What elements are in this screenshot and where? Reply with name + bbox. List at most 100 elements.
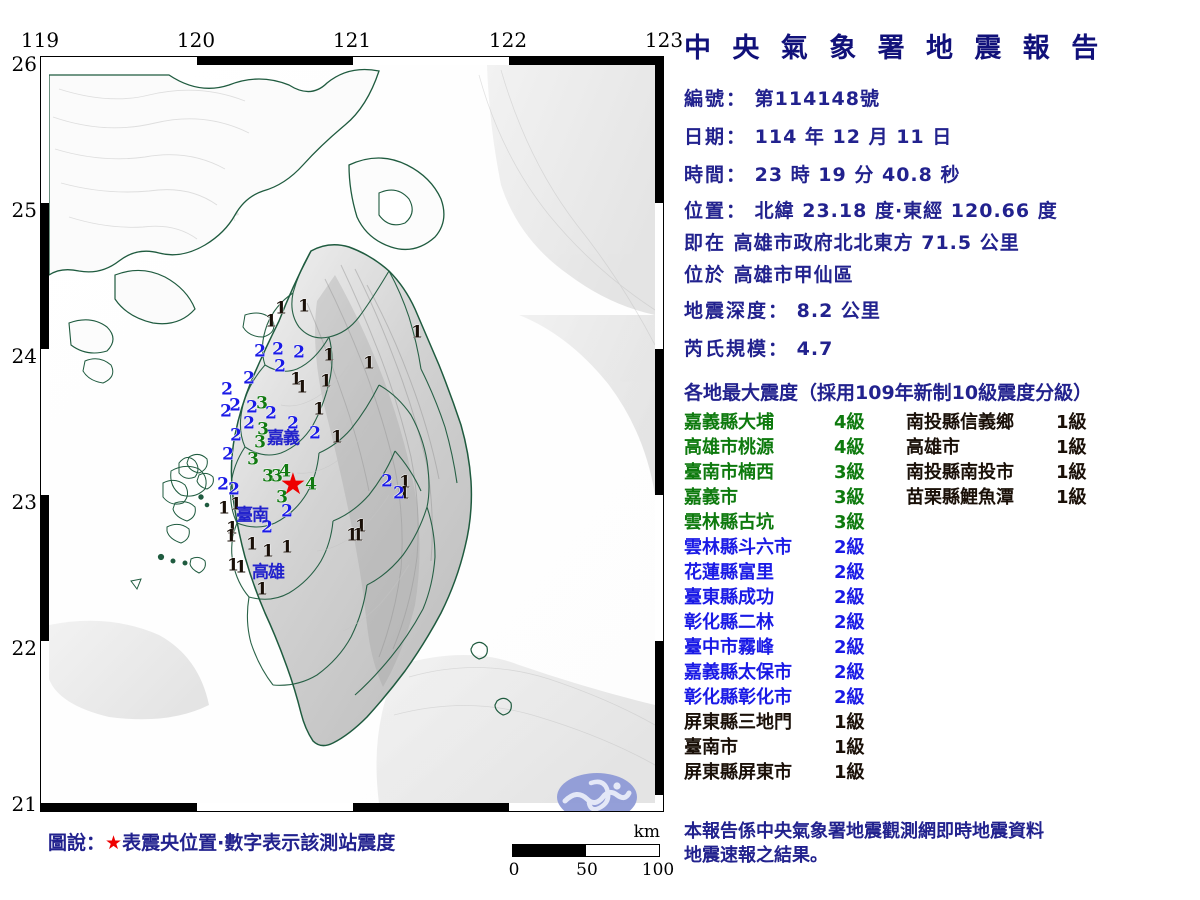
intensity-row: 臺東縣成功 2級 (684, 583, 899, 608)
intensity-place: 臺南市 (684, 737, 738, 758)
caption-text: 表震央位置·數字表示該測站震度 (122, 832, 396, 854)
intensity-column-right: 南投縣信義鄉 1級 高雄市 1級 南投縣南投市 1級 苗栗縣鯉魚潭 1級 (906, 408, 1121, 508)
report-title: 中 央 氣 象 署 地 震 報 告 (684, 33, 1105, 64)
intensity-place: 屏東縣屏東市 (684, 762, 792, 783)
intensity-place: 嘉義縣太保市 (684, 662, 792, 683)
intensity-row: 嘉義縣大埔 4級 (684, 408, 899, 433)
scale-tick: 50 (576, 860, 598, 880)
station-intensity-number: 1 (262, 541, 274, 562)
penghu-islands (130, 453, 214, 591)
station-intensity-number: 1 (352, 525, 364, 546)
intensity-place: 彰化縣彰化市 (684, 687, 792, 708)
station-intensity-number: 1 (226, 518, 238, 539)
latitude-axis: 26 25 24 23 22 21 (0, 52, 40, 816)
intensity-row: 高雄市 1級 (906, 433, 1121, 458)
station-intensity-number: 3 (271, 466, 283, 487)
station-intensity-number: 1 (218, 498, 230, 519)
map-panel: 119 120 121 122 123 26 25 24 23 22 21 (0, 28, 684, 884)
station-intensity-number: 2 (274, 356, 286, 377)
station-intensity-number: 3 (254, 432, 266, 453)
info-value: 4.7 (789, 338, 834, 360)
lon-tick: 123 (644, 28, 684, 52)
frame-tick (655, 57, 663, 203)
station-intensity-number: 1 (235, 557, 247, 578)
station-intensity-number: 1 (246, 534, 258, 555)
info-label: 即在 (684, 232, 727, 254)
scale-tick: 0 (508, 860, 520, 880)
scale-tick: 100 (641, 860, 675, 880)
lon-tick: 122 (488, 28, 528, 52)
info-value: 高雄市甲仙區 (726, 264, 854, 286)
intensity-place: 臺東縣成功 (684, 587, 774, 608)
station-intensity-number: 2 (272, 339, 284, 360)
lat-tick: 21 (11, 792, 37, 816)
scale-segment-filled (513, 845, 586, 856)
station-intensity-number: 1 (411, 322, 423, 343)
station-intensity-number: 1 (230, 494, 242, 515)
station-intensity-number: 2 (243, 413, 255, 434)
intensity-row: 花蓮縣富里 2級 (684, 558, 899, 583)
info-value: 高雄市政府北北東方 71.5 公里 (726, 232, 1020, 254)
report-footer-note: 本報告係中央氣象署地震觀測網即時地震資料 地震速報之結果。 (684, 821, 1044, 867)
intensity-place: 屏東縣三地門 (684, 712, 792, 733)
station-intensity-number: 3 (256, 393, 268, 414)
frame-tick (41, 803, 197, 811)
intensity-place: 苗栗縣鯉魚潭 (906, 487, 1014, 508)
station-intensity-number: 2 (222, 444, 234, 465)
info-value: 北緯 23.18 度·東經 120.66 度 (747, 200, 1058, 222)
intensity-row: 苗栗縣鯉魚潭 1級 (906, 483, 1121, 508)
mainland-coast (49, 68, 445, 384)
station-intensity-number: 1 (290, 369, 302, 390)
lat-tick: 23 (11, 490, 37, 514)
map-geometry (49, 65, 655, 803)
info-label: 地震深度： (684, 300, 790, 322)
county-boundaries (230, 250, 458, 696)
intensity-row: 嘉義市 3級 (684, 483, 899, 508)
frame-tick (197, 57, 353, 65)
caption-star-icon: ★ (105, 832, 123, 854)
station-intensity-number: 1 (265, 311, 277, 332)
intensity-row: 嘉義縣太保市 2級 (684, 658, 899, 683)
station-intensity-number: 2 (217, 474, 229, 495)
intensity-row: 高雄市桃源 4級 (684, 433, 899, 458)
lat-tick: 24 (11, 344, 37, 368)
intensity-level: 1級 (1056, 412, 1087, 433)
info-label: 位於 (684, 264, 727, 286)
map-scale-bar: km 0 50 100 (508, 822, 675, 884)
intensity-level: 2級 (834, 637, 865, 658)
station-intensity-number: 2 (228, 479, 240, 500)
intensity-row: 臺中市霧峰 2級 (684, 633, 899, 658)
info-label: 編號： (684, 88, 748, 110)
intensity-place: 南投縣信義鄉 (906, 412, 1014, 433)
intensity-level: 4級 (834, 437, 865, 458)
station-intensity-number: 2 (281, 501, 293, 522)
station-intensity-number: 2 (220, 401, 232, 422)
info-line-serial: 編號： 第114148號 (684, 84, 880, 111)
station-intensity-number: 2 (287, 413, 299, 434)
taiwan-island (230, 244, 473, 747)
station-intensity-number: 2 (243, 368, 255, 389)
map-canvas (49, 65, 655, 803)
station-intensity-number: 1 (225, 526, 237, 547)
intensity-row: 南投縣南投市 1級 (906, 458, 1121, 483)
station-intensity-number: 1 (398, 483, 410, 504)
station-intensity-number: 2 (230, 425, 242, 446)
intensity-row: 臺南市楠西 3級 (684, 458, 899, 483)
info-line-time: 時間： 23 時 19 分 40.8 秒 (684, 160, 960, 187)
intensity-row: 屏東縣屏東市 1級 (684, 758, 899, 783)
intensity-level: 2級 (834, 537, 865, 558)
caption-prefix: 圖說： (48, 832, 106, 854)
lon-tick: 121 (332, 28, 372, 52)
scale-segment-empty (586, 845, 659, 856)
info-value: 第114148號 (747, 88, 880, 110)
station-intensity-number: 1 (227, 555, 239, 576)
intensity-row: 臺南市 1級 (684, 733, 899, 758)
frame-tick (41, 203, 49, 349)
station-intensity-number: 3 (276, 487, 288, 508)
intensity-row: 雲林縣古坑 3級 (684, 508, 899, 533)
lon-tick: 119 (20, 28, 60, 52)
station-intensity-number: 2 (309, 423, 321, 444)
intensity-level: 1級 (1056, 437, 1087, 458)
intensity-level: 2級 (834, 687, 865, 708)
